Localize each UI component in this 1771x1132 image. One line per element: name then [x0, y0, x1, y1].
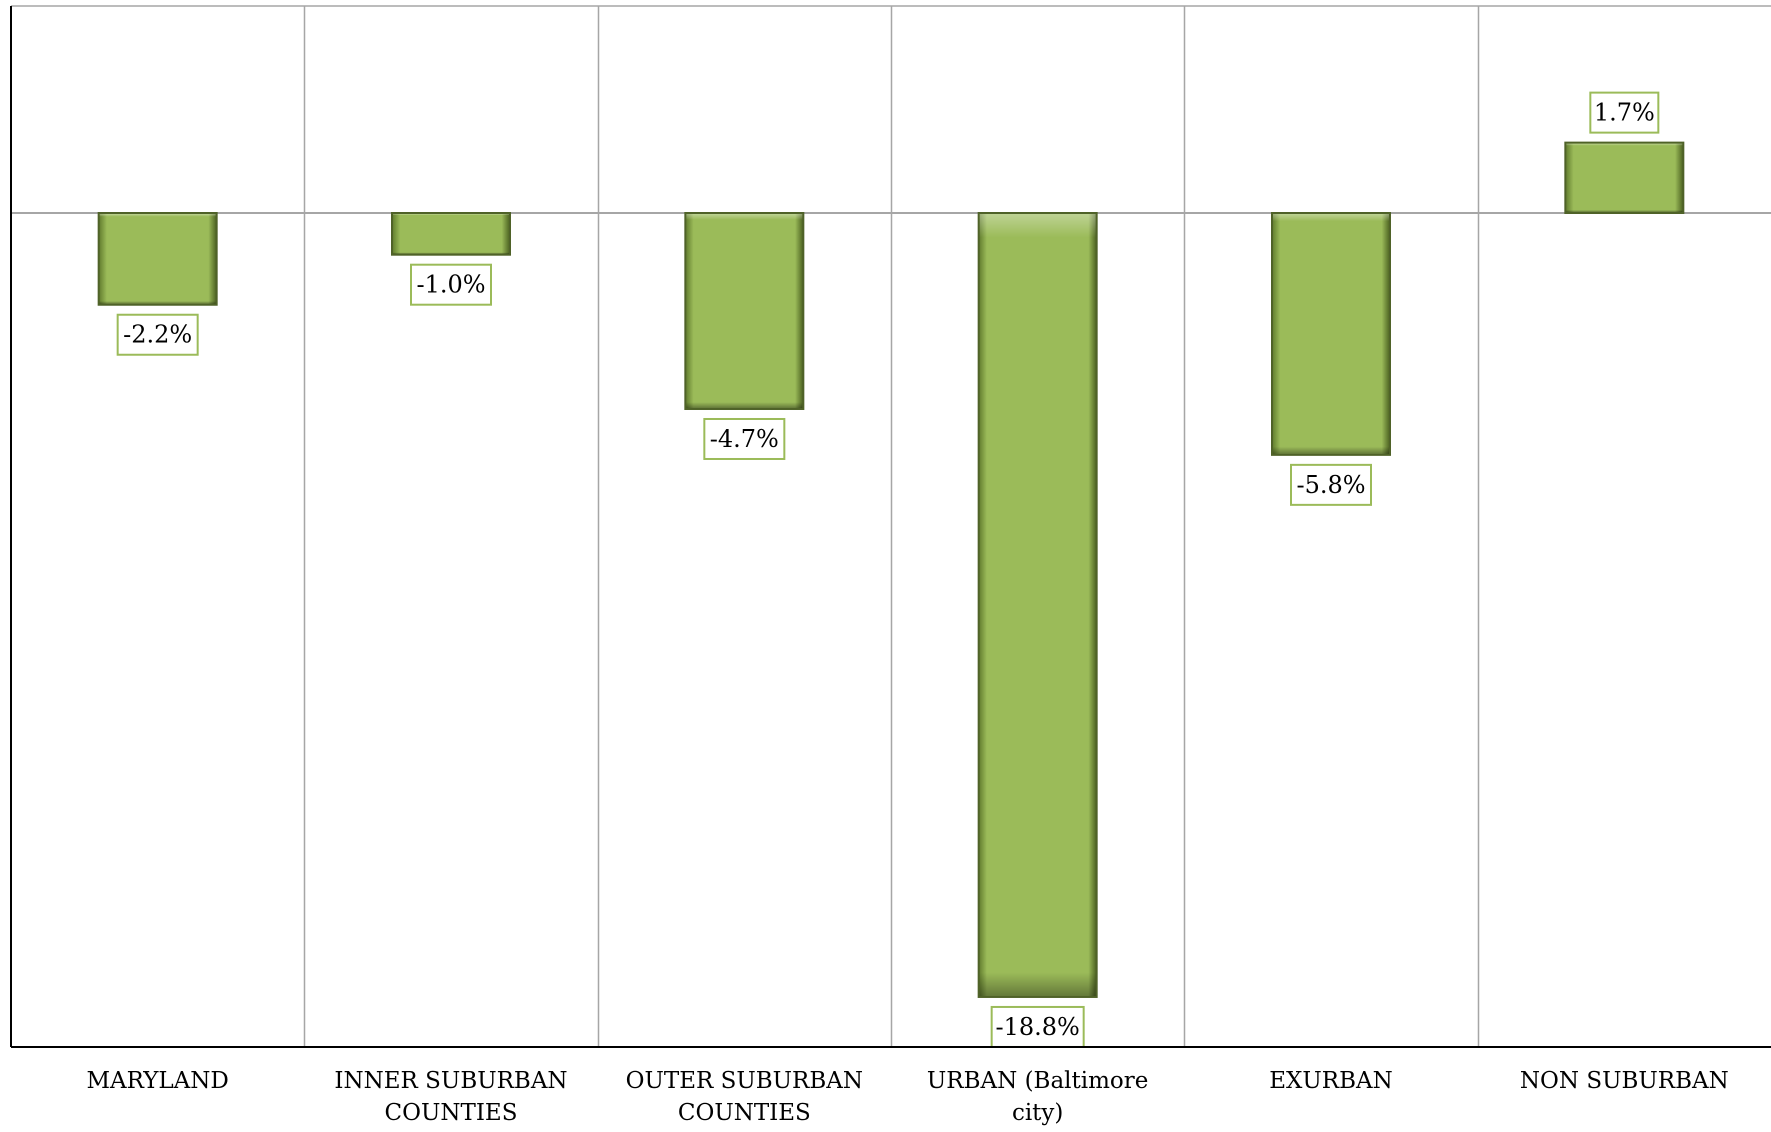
- category-label: EXURBAN: [1269, 1068, 1393, 1094]
- data-label: -1.0%: [410, 263, 492, 306]
- bar: [1564, 141, 1685, 214]
- bar-shading: [979, 214, 1096, 996]
- bar: [391, 212, 511, 256]
- category-label: OUTER SUBURBAN COUNTIES: [626, 1068, 863, 1126]
- bar-shading: [1566, 143, 1683, 212]
- bar: [97, 212, 218, 306]
- data-label-text: -18.8%: [995, 1013, 1079, 1041]
- bar-shading: [393, 214, 509, 254]
- data-label-text: -2.2%: [123, 321, 192, 349]
- data-label: 1.7%: [1589, 91, 1660, 134]
- data-label-text: -1.0%: [416, 271, 485, 299]
- data-label: -4.7%: [703, 417, 786, 460]
- category-label: INNER SUBURBAN COUNTIES: [334, 1068, 567, 1126]
- data-label-text: -5.8%: [1296, 471, 1365, 499]
- data-label: -18.8%: [990, 1005, 1085, 1048]
- bar: [1271, 212, 1391, 456]
- data-label-box: [703, 417, 786, 460]
- data-label: -2.2%: [116, 313, 199, 356]
- data-label-box: [116, 313, 199, 356]
- bar-shading: [1273, 214, 1389, 454]
- bar: [977, 212, 1098, 998]
- bar: [684, 212, 805, 410]
- category-labels: MARYLAND INNER SUBURBAN COUNTIES OUTER SUBU…: [86, 1068, 1728, 1126]
- axes: [10, 6, 1771, 1048]
- data-label-text: 1.7%: [1594, 99, 1655, 127]
- category-label: MARYLAND: [86, 1068, 228, 1094]
- bar-shading: [686, 214, 803, 408]
- data-label-box: [410, 263, 492, 306]
- data-label-box: [1290, 463, 1372, 506]
- category-label: NON SUBURBAN: [1520, 1068, 1729, 1094]
- data-label-box: [1589, 91, 1660, 134]
- data-label: -5.8%: [1290, 463, 1372, 506]
- grid-lines: [11, 5, 1771, 1047]
- data-labels: -2.2% -1.0% -4.7% -18.8% -5.8% 1.7%: [116, 91, 1660, 1048]
- data-label-text: -4.7%: [710, 425, 779, 453]
- bar-shading: [99, 214, 216, 304]
- category-label: URBAN (Baltimore city): [927, 1068, 1148, 1126]
- bars: [97, 141, 1685, 998]
